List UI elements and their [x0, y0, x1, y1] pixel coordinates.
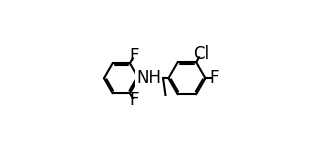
Text: F: F [129, 47, 139, 65]
Text: Cl: Cl [193, 45, 209, 63]
Text: F: F [129, 91, 139, 109]
Text: NH: NH [136, 69, 161, 87]
Text: F: F [210, 69, 219, 87]
